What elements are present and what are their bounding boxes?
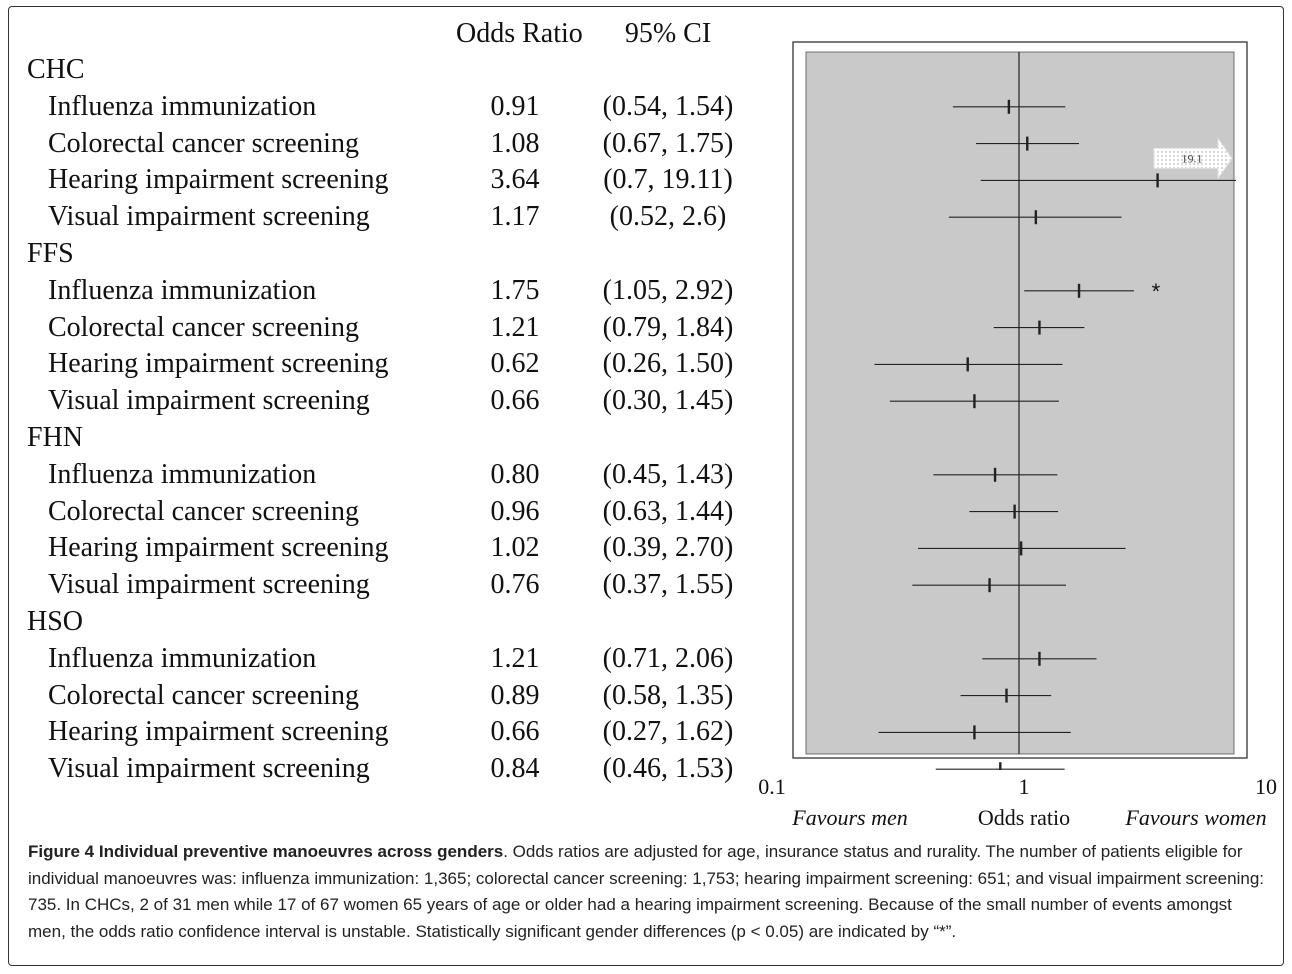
group-header: FFS [0, 237, 780, 273]
row-label: Influenza immunization [48, 90, 317, 122]
table-row: Hearing impairment screening 3.64 (0.7, 19… [0, 163, 780, 199]
row-odds-ratio: 0.62 [490, 348, 540, 380]
x-tick-10: 10 [1255, 774, 1277, 799]
plot-panel [805, 51, 1235, 755]
x-tick-1: 1 [1018, 774, 1030, 799]
forest-table: Odds Ratio 95% CI CHC Influenza immunizat… [0, 0, 780, 784]
group-name: FHN [27, 422, 84, 453]
row-ci: (0.7, 19.11) [603, 164, 733, 196]
row-ci: (0.45, 1.43) [602, 458, 734, 490]
row-odds-ratio: 0.66 [490, 385, 540, 417]
x-axis: 0.1 1 10 Favours men Odds ratio Favours … [758, 770, 1290, 840]
table-row: Colorectal cancer screening 0.96 (0.63, 1.… [0, 495, 780, 531]
row-ci: (0.39, 2.70) [602, 532, 734, 564]
caption-title: Figure 4 Individual preventive manoeuvre… [28, 842, 504, 861]
plot-marks: 19.1 * [874, 52, 1236, 770]
row-odds-ratio: 1.21 [490, 642, 540, 674]
row-odds-ratio: 1.02 [490, 532, 540, 564]
header-odds-ratio: Odds Ratio [456, 18, 583, 49]
table-row: Influenza immunization 0.80 (0.45, 1.43) [0, 458, 780, 494]
table-row: Hearing impairment screening 0.66 (0.27, 1… [0, 715, 780, 751]
row-ci: (0.63, 1.44) [602, 495, 734, 527]
group-name: FFS [27, 238, 74, 269]
row-odds-ratio: 0.76 [490, 569, 540, 601]
row-ci: (0.52, 2.6) [609, 201, 727, 233]
row-ci: (0.67, 1.75) [602, 127, 734, 159]
header-95-ci: 95% CI [624, 18, 712, 49]
row-label: Colorectal cancer screening [48, 127, 359, 159]
row-odds-ratio: 0.66 [490, 716, 540, 748]
row-ci: (0.26, 1.50) [602, 348, 734, 380]
forest-plot: 19.1 * [792, 41, 1248, 770]
significance-marker: * [1152, 279, 1161, 304]
table-row: Visual impairment screening 1.17 (0.52, 2.… [0, 200, 780, 236]
row-label: Influenza immunization [48, 274, 317, 306]
row-label: Visual impairment screening [48, 753, 370, 785]
row-ci: (0.30, 1.45) [602, 385, 734, 417]
row-label: Colorectal cancer screening [48, 679, 359, 711]
group-name: CHC [27, 54, 85, 85]
row-label: Visual impairment screening [48, 385, 370, 417]
row-odds-ratio: 0.84 [490, 753, 540, 785]
row-ci: (0.79, 1.84) [602, 311, 734, 343]
row-ci: (1.05, 2.92) [602, 274, 734, 306]
row-odds-ratio: 1.08 [490, 127, 540, 159]
x-tick-0.1: 0.1 [758, 774, 786, 799]
row-odds-ratio: 1.75 [490, 274, 540, 306]
row-label: Hearing impairment screening [48, 716, 389, 748]
row-label: Colorectal cancer screening [48, 495, 359, 527]
plot-outer-frame [792, 41, 1248, 759]
row-odds-ratio: 0.91 [490, 90, 540, 122]
table-row: Colorectal cancer screening 1.21 (0.79, 1.… [0, 311, 780, 347]
figure-caption: Figure 4 Individual preventive manoeuvre… [28, 839, 1274, 945]
row-ci: (0.58, 1.35) [602, 679, 734, 711]
group-header: FHN [0, 421, 780, 457]
table-row: Colorectal cancer screening 0.89 (0.58, 1.… [0, 679, 780, 715]
x-axis-title: Odds ratio [977, 805, 1071, 830]
row-label: Hearing impairment screening [48, 532, 389, 564]
overflow-label: 19.1 [1182, 151, 1203, 165]
row-odds-ratio: 3.64 [490, 164, 540, 196]
table-row: Influenza immunization 1.21 (0.71, 2.06) [0, 642, 780, 678]
table-row: Visual impairment screening 0.66 (0.30, 1.… [0, 384, 780, 420]
group-header: CHC [0, 53, 780, 89]
row-label: Influenza immunization [48, 642, 317, 674]
table-row: Influenza immunization 0.91 (0.54, 1.54) [0, 90, 780, 126]
row-ci: (0.37, 1.55) [602, 569, 734, 601]
row-odds-ratio: 1.21 [490, 311, 540, 343]
group-name: HSO [27, 606, 84, 637]
row-ci: (0.54, 1.54) [602, 90, 734, 122]
row-label: Visual impairment screening [48, 201, 370, 233]
row-label: Hearing impairment screening [48, 164, 389, 196]
row-ci: (0.71, 2.06) [602, 642, 734, 674]
table-row: Hearing impairment screening 0.62 (0.26, 1… [0, 347, 780, 383]
table-row: Visual impairment screening 0.76 (0.37, 1.… [0, 568, 780, 604]
table-row: Visual impairment screening 0.84 (0.46, 1.… [0, 752, 780, 788]
caption-body: . Odds ratios are adjusted for age, insu… [28, 842, 1264, 941]
figure-frame [8, 6, 1284, 966]
row-label: Influenza immunization [48, 458, 317, 490]
row-odds-ratio: 0.80 [490, 458, 540, 490]
favours-women-label: Favours women [1125, 805, 1267, 830]
overflow-arrow [1153, 137, 1233, 180]
row-odds-ratio: 0.89 [490, 679, 540, 711]
row-label: Hearing impairment screening [48, 348, 389, 380]
table-row: Colorectal cancer screening 1.08 (0.67, 1.… [0, 127, 780, 163]
row-label: Colorectal cancer screening [48, 311, 359, 343]
favours-men-label: Favours men [792, 805, 908, 830]
row-odds-ratio: 1.17 [490, 201, 540, 233]
row-ci: (0.46, 1.53) [602, 753, 734, 785]
table-row: Hearing impairment screening 1.02 (0.39, 2… [0, 531, 780, 567]
row-ci: (0.27, 1.62) [602, 716, 734, 748]
row-odds-ratio: 0.96 [490, 495, 540, 527]
group-header: HSO [0, 605, 780, 641]
row-label: Visual impairment screening [48, 569, 370, 601]
table-row: Influenza immunization 1.75 (1.05, 2.92) [0, 274, 780, 310]
